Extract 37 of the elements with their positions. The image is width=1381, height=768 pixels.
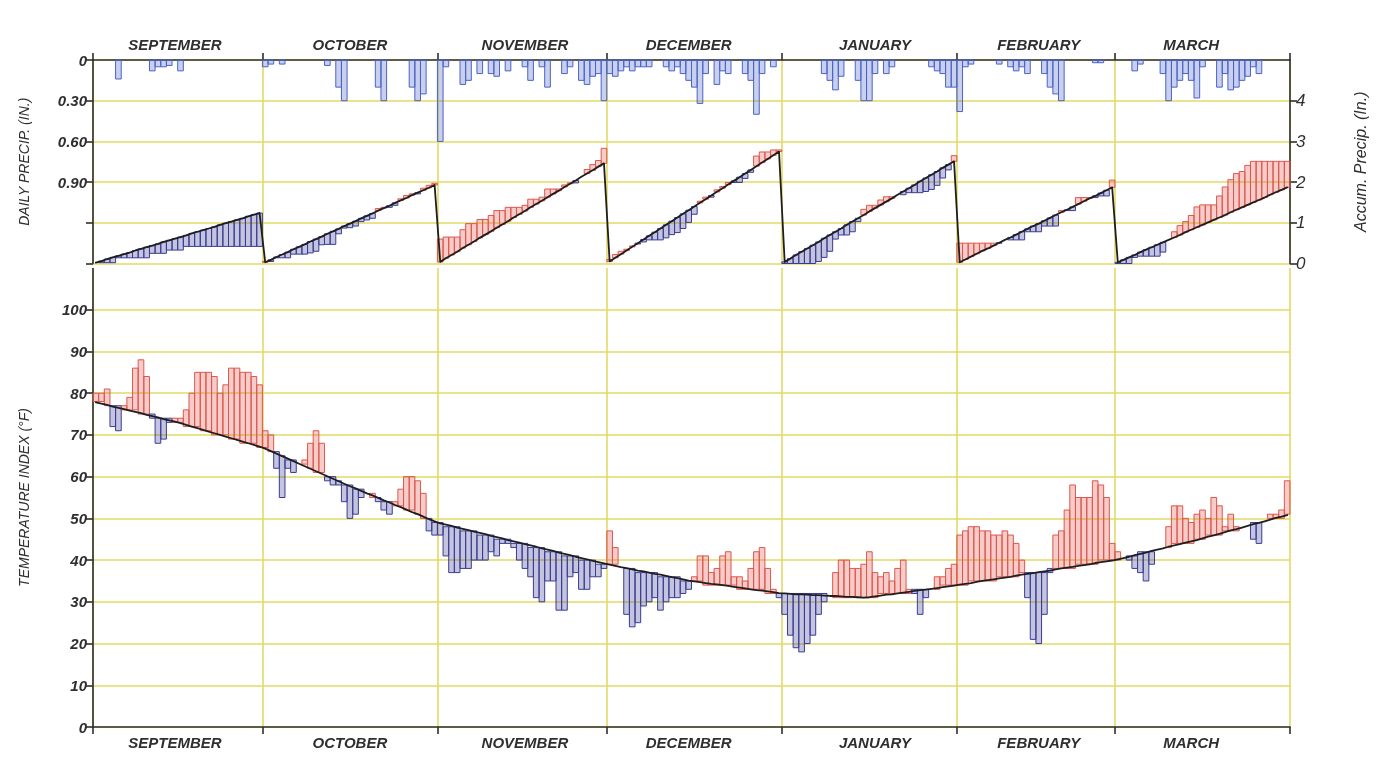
y2-tick-label: 2	[1295, 172, 1306, 192]
y-tick-label: 50	[70, 509, 88, 527]
y-tick-label: 30	[70, 593, 88, 611]
y-tick-label: 0.30	[57, 92, 88, 110]
x-tick-label: NOVEMBER	[481, 734, 569, 751]
x-tick-label: OCTOBER	[312, 734, 388, 751]
x-tick-label: DECEMBER	[645, 36, 732, 53]
y-tick-label: 80	[70, 384, 88, 402]
y2-tick-label: 3	[1296, 131, 1306, 151]
y-tick-label: 0	[78, 51, 88, 69]
y-axis-title: TEMPERATURE INDEX (°F)	[16, 408, 32, 587]
y-tick-label: 70	[70, 426, 88, 444]
x-tick-label: FEBRUARY	[997, 36, 1083, 53]
y-tick-label: 20	[69, 635, 88, 653]
y-tick-label: 60	[70, 468, 88, 486]
y-tick-label: 10	[70, 676, 88, 694]
x-tick-label: JANUARY	[838, 734, 914, 751]
x-tick-label: OCTOBER	[312, 36, 388, 53]
y2-tick-label: 0	[1296, 254, 1306, 273]
y-tick-label: 40	[69, 551, 88, 569]
y-tick-label: 0.60	[57, 132, 88, 150]
x-tick-label: JANUARY	[838, 36, 914, 53]
y2-tick-label: 1	[1296, 213, 1306, 233]
y-tick-label: 90	[70, 342, 88, 360]
y2-tick-label: 4	[1296, 91, 1306, 111]
x-tick-label: MARCH	[1163, 36, 1221, 53]
x-tick-label: FEBRUARY	[997, 734, 1083, 751]
x-tick-label: MARCH	[1163, 734, 1221, 751]
x-tick-label: SEPTEMBER	[128, 734, 222, 751]
y-tick-label: 0.90	[57, 173, 88, 191]
y-tick-label: 0	[78, 718, 88, 736]
x-tick-label: NOVEMBER	[481, 36, 569, 53]
x-tick-label: SEPTEMBER	[128, 36, 222, 53]
y2-axis-title: Accum. Precip. (In.)	[1351, 91, 1369, 233]
x-tick-label: DECEMBER	[645, 734, 732, 751]
y-tick-label: 100	[61, 301, 88, 319]
y-axis-title: DAILY PRECIP. (IN.)	[16, 97, 32, 226]
